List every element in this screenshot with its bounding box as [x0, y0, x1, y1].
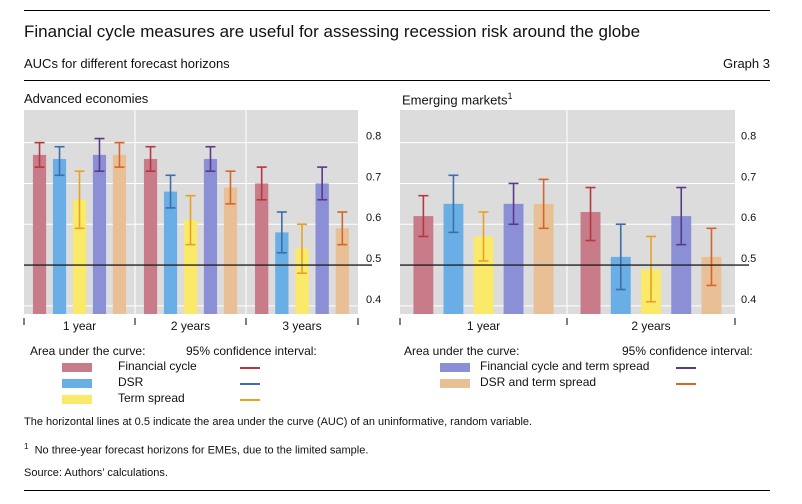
bar [255, 183, 269, 314]
legend-ci-dsr-and-ts [676, 383, 696, 385]
legend-area-heading-right: Area under the curve: [404, 344, 520, 358]
bar [533, 203, 554, 314]
bar [163, 191, 178, 314]
bar [315, 183, 329, 314]
y-tick-label: 0.8 [366, 131, 381, 143]
x-tick-label: 1 year [63, 319, 96, 333]
legend-swatch-dsr [62, 379, 92, 388]
bottom-rule [24, 490, 770, 491]
bar [473, 236, 494, 314]
bar [203, 158, 218, 314]
header-rule [24, 80, 770, 81]
bar [503, 203, 524, 314]
reference-line-note: The horizontal lines at 0.5 indicate the… [24, 416, 533, 428]
bar [52, 158, 67, 314]
y-tick-label: 0.6 [366, 212, 381, 224]
bar [183, 220, 198, 314]
charts-svg: 1 year 2 years 3 years 0.4 0.5 0.6 0.7 0.8 1 ye… [23, 110, 756, 333]
legend-swatch-financial-cycle [62, 363, 92, 372]
panel-advanced-economies: 1 year 2 years 3 years 0.4 0.5 0.6 0.7 0.8 [23, 110, 381, 333]
bar [335, 228, 349, 314]
bar [443, 203, 464, 314]
x-tick-label: 3 years [282, 319, 321, 333]
legend-ci-term-spread [240, 399, 260, 401]
bar [143, 158, 158, 314]
x-tick-label: 2 years [631, 319, 670, 333]
y-tick-label: 0.6 [741, 212, 756, 224]
bar [92, 154, 107, 314]
y-tick-label: 0.8 [741, 131, 756, 143]
y-tick-label: 0.4 [366, 294, 381, 306]
legend-swatch-fc-and-ts [440, 363, 470, 372]
legend-label-term-spread: Term spread [118, 391, 185, 405]
footnote-text: No three-year forecast horizons for EMEs… [34, 444, 369, 457]
legend-ci-fc-and-ts [676, 367, 696, 369]
panel-emerging-markets: 1 year 2 years 0.4 0.5 0.6 0.7 0.8 [399, 110, 756, 333]
legend-label-dsr-and-ts: DSR and term spread [480, 375, 597, 389]
legend-ci-heading: 95% confidence interval: [186, 344, 317, 358]
x-tick-label: 1 year [467, 319, 500, 333]
source-note: Source: Authors’ calculations. [24, 467, 168, 479]
bar [32, 154, 47, 314]
bar [112, 154, 127, 314]
footnote: 1 No three-year forecast horizons for EM… [24, 442, 368, 457]
graph-number: Graph 3 [723, 56, 770, 71]
panel-title-emerging: Emerging markets1 [402, 91, 513, 107]
legend-label-financial-cycle: Financial cycle [118, 359, 197, 373]
page-title: Financial cycle measures are useful for … [24, 22, 641, 41]
legend-label-dsr: DSR [118, 375, 144, 389]
legend-label-fc-and-ts: Financial cycle and term spread [480, 359, 650, 373]
legend-ci-dsr [240, 383, 260, 385]
y-tick-label: 0.4 [741, 294, 756, 306]
chart-subtitle: AUCs for different forecast horizons [24, 56, 230, 71]
legend-ci-financial-cycle [240, 367, 260, 369]
legend-ci-heading-right: 95% confidence interval: [622, 344, 753, 358]
panel-title-advanced: Advanced economies [24, 91, 149, 106]
bar [580, 212, 601, 314]
legend-swatch-dsr-and-ts [440, 379, 470, 388]
y-tick-label: 0.7 [741, 171, 756, 183]
legend-area-heading: Area under the curve: [30, 344, 146, 358]
legend-swatch-term-spread [62, 395, 92, 404]
y-tick-label: 0.5 [366, 253, 381, 265]
x-tick-label: 2 years [171, 319, 210, 333]
panel-title-emerging-text: Emerging markets [402, 92, 508, 108]
footnote-marker: 1 [24, 442, 29, 451]
y-tick-label: 0.7 [366, 171, 381, 183]
top-rule [24, 10, 770, 11]
y-tick-label: 0.5 [741, 253, 756, 265]
bar [223, 187, 238, 314]
panel-title-footnote-marker: 1 [507, 91, 513, 101]
